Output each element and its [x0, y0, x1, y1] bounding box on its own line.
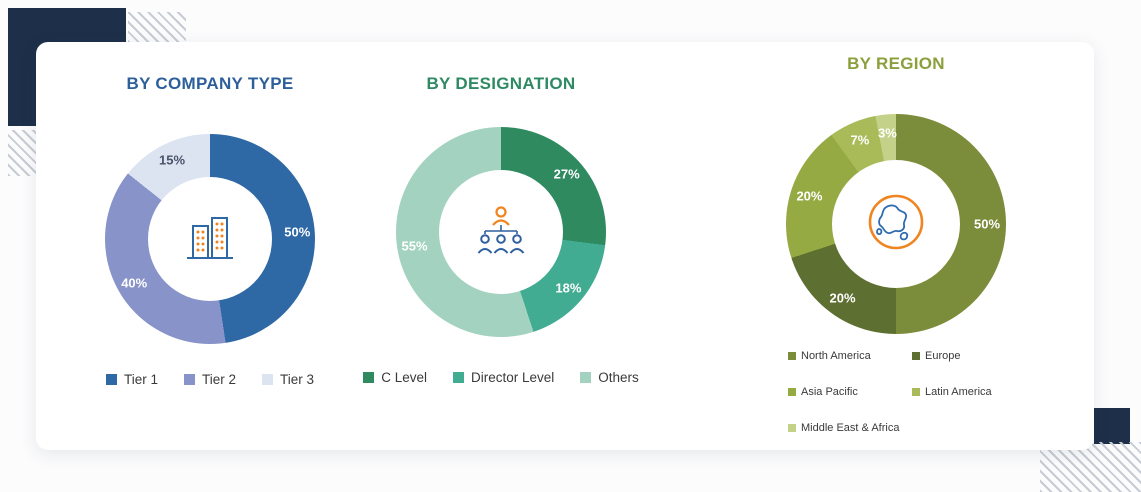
legend-marker: [788, 352, 796, 360]
globe-icon: [865, 191, 927, 258]
chart-title-region: BY REGION: [847, 54, 945, 73]
slice-label: 18%: [555, 280, 582, 296]
slice-label: 50%: [973, 216, 1001, 232]
legend-label: Director Level: [470, 370, 555, 385]
slice-label: 50%: [284, 224, 311, 240]
legend-marker: [788, 388, 796, 396]
legend-item: Director Level: [452, 370, 555, 385]
buildings-icon: [181, 208, 239, 271]
designation-icon: [473, 203, 529, 262]
legend-label: Tier 3: [280, 372, 315, 387]
legend-item: Others: [580, 370, 639, 385]
legend-region: North America Europe Asia Pacific Latin Ame…: [788, 350, 1048, 434]
donut-chart-designation: 27% 18% 55%: [396, 127, 606, 337]
slice-label: 20%: [796, 188, 823, 204]
legend-marker: [580, 372, 592, 383]
slice-label: 7%: [850, 132, 870, 148]
legend-marker: [912, 352, 920, 360]
legend-label: C Level: [381, 370, 427, 385]
legend-item: North America: [788, 350, 912, 362]
slice-label: 40%: [121, 275, 148, 291]
donut-hole: [439, 170, 563, 294]
slice-label: 27%: [553, 166, 580, 182]
legend-item: Tier 2: [183, 372, 236, 387]
legend-marker: [912, 388, 920, 396]
slice-label: 55%: [401, 238, 428, 254]
legend-marker: [452, 372, 464, 383]
chart-card: BY COMPANY TYPE: [36, 42, 1094, 450]
legend-marker: [183, 374, 195, 385]
legend-item: Europe: [912, 350, 1036, 362]
legend-item: Middle East & Africa: [788, 422, 912, 434]
slice-label: 20%: [829, 290, 856, 306]
decor-navy-square-bottom-right: [1094, 408, 1130, 444]
slice-label: 3%: [878, 125, 897, 141]
legend-label: Asia Pacific: [801, 386, 858, 398]
slice-label: 15%: [159, 152, 186, 168]
legend-item: Tier 1: [105, 372, 158, 387]
decor-hatch-bottom-right: [1040, 442, 1141, 492]
legend-designation: C Level Director Level Others: [336, 370, 666, 385]
legend-item: Asia Pacific: [788, 386, 912, 398]
donut-chart-region: 50% 20% 20% 7% 3%: [786, 114, 1006, 334]
legend-marker: [262, 374, 273, 385]
legend-label: Europe: [925, 350, 961, 362]
legend-label: North America: [801, 350, 871, 362]
legend-item: Latin America: [912, 386, 1036, 398]
donut-hole: [148, 177, 272, 301]
legend-item: C Level: [363, 370, 427, 385]
legend-label: Tier 1: [123, 372, 158, 387]
legend-label: Middle East & Africa: [801, 422, 900, 434]
legend-marker: [105, 374, 117, 385]
chart-title-company-type: BY COMPANY TYPE: [126, 74, 294, 93]
chart-title-designation: BY DESIGNATION: [426, 74, 576, 93]
donut-chart-company-type: 50% 40% 15%: [105, 134, 315, 344]
legend-marker: [788, 424, 796, 432]
donut-hole: [832, 160, 960, 288]
legend-label: Tier 2: [201, 372, 236, 387]
legend-item: Tier 3: [262, 372, 314, 387]
legend-label: Others: [598, 370, 639, 385]
legend-company-type: Tier 1 Tier 2 Tier 3: [60, 372, 360, 387]
legend-marker: [363, 372, 375, 383]
legend-label: Latin America: [925, 386, 992, 398]
